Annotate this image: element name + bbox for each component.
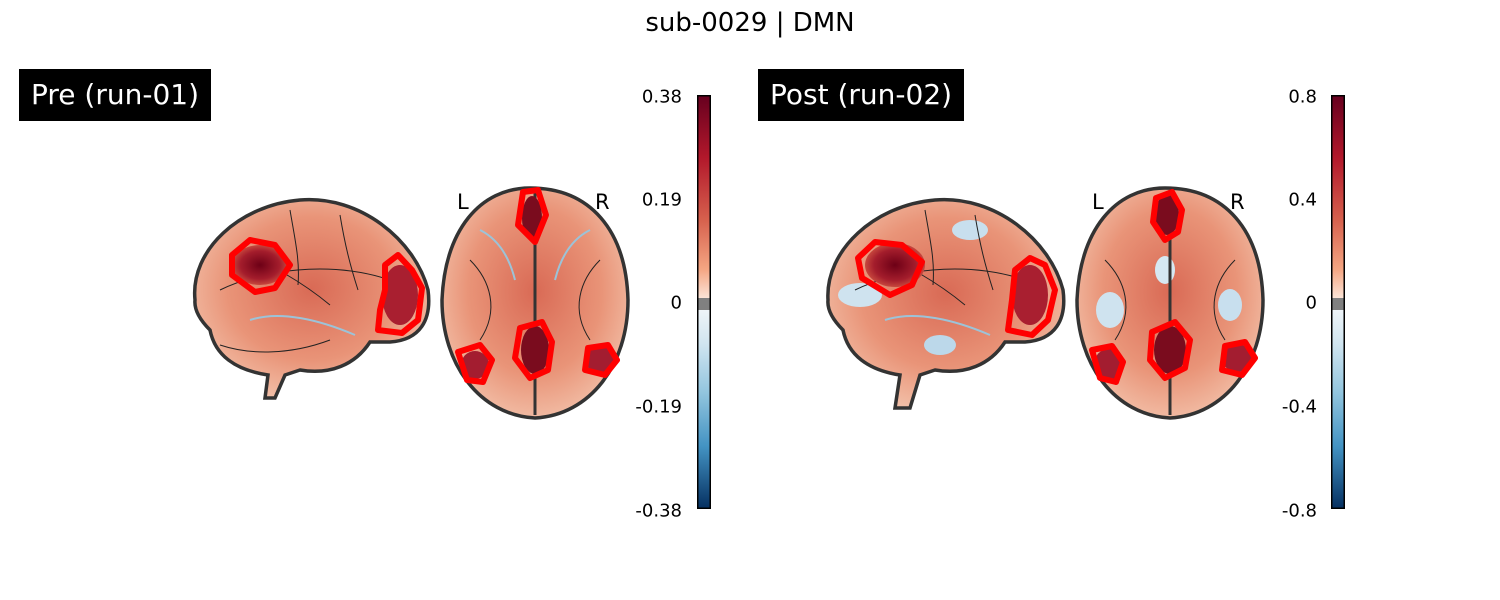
- colorbar-tick: -0.19: [635, 396, 682, 418]
- panel-pre: Pre (run-01): [0, 0, 740, 600]
- axial-view: [1075, 186, 1265, 420]
- orientation-left-label: L: [1092, 190, 1104, 214]
- colorbar-tick: -0.4: [1281, 396, 1317, 418]
- colorbar-tick: 0.19: [641, 189, 682, 211]
- colorbar-tick: 0: [1305, 292, 1317, 314]
- orientation-right-label: R: [595, 190, 610, 214]
- glass-brain-pre: [193, 186, 630, 420]
- colorbar-tick: -0.8: [1281, 500, 1317, 522]
- colorbar-tick: 0.4: [1288, 189, 1317, 211]
- glass-brain-post: [826, 186, 1265, 420]
- sagittal-view: [826, 197, 1066, 410]
- panel-label: Post (run-02): [758, 69, 965, 121]
- colorbar: [1331, 95, 1345, 509]
- colorbar-tick: 0.8: [1288, 86, 1317, 108]
- colorbar: [697, 95, 711, 509]
- orientation-right-label: R: [1230, 190, 1245, 214]
- axial-view: [440, 186, 630, 420]
- figure-title: sub-0029 | DMN: [645, 8, 855, 38]
- panel-post: Post (run-02): [740, 0, 1500, 600]
- colorbar-tick: 0.38: [641, 86, 682, 108]
- sagittal-view: [193, 197, 431, 400]
- colorbar-tick: 0: [670, 292, 682, 314]
- colorbar-tick: -0.38: [635, 500, 682, 522]
- orientation-left-label: L: [457, 190, 469, 214]
- panel-label: Pre (run-01): [19, 69, 211, 121]
